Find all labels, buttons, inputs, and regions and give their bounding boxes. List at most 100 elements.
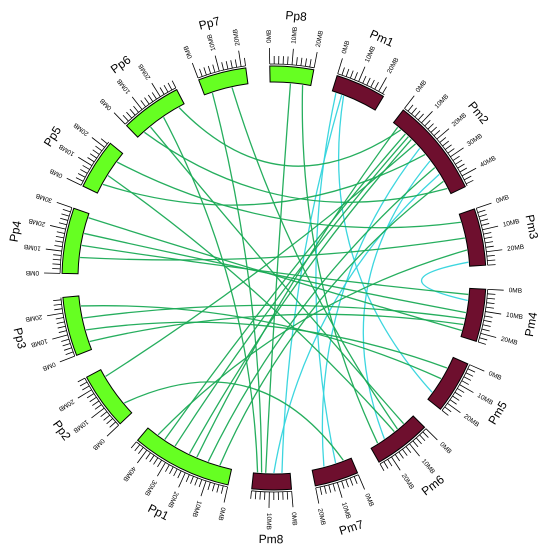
- tick-mark: [58, 330, 67, 333]
- tick-mark: [391, 456, 401, 471]
- tick-label: 20MB: [315, 30, 325, 48]
- chromosome-pm8: [251, 472, 293, 491]
- tick-mark: [481, 223, 490, 226]
- tick-mark: [461, 167, 477, 177]
- tick-mark: [485, 245, 494, 248]
- tick-mark: [250, 490, 252, 499]
- chromosome-label-pp2: Pp2: [50, 418, 74, 444]
- tick-mark: [126, 111, 133, 119]
- tick-mark: [190, 476, 194, 484]
- chromosome-label-pp6: Pp6: [108, 52, 134, 76]
- tick-mark: [457, 388, 465, 393]
- tick-mark: [315, 487, 320, 504]
- tick-mark: [214, 55, 220, 72]
- synteny-link: [89, 313, 464, 343]
- tick-mark: [61, 213, 70, 217]
- tick-mark: [291, 48, 294, 65]
- tick-mark: [300, 57, 303, 66]
- chromosome-pp6: [125, 88, 185, 138]
- tick-axis-pp4: [59, 207, 73, 274]
- tick-label: 20MB: [400, 473, 415, 491]
- tick-mark: [430, 126, 438, 133]
- tick-axis-pp1: [136, 441, 228, 488]
- tick-mark: [459, 167, 468, 173]
- synteny-link: [80, 237, 465, 261]
- tick-mark: [485, 241, 494, 244]
- tick-mark: [185, 474, 190, 483]
- tick-axis-pp2: [84, 377, 119, 426]
- tick-mark: [54, 308, 63, 311]
- tick-mark: [422, 431, 429, 438]
- tick-mark: [59, 355, 75, 363]
- tick-mark: [138, 447, 144, 455]
- tick-mark: [198, 479, 203, 488]
- tick-label: 30MB: [143, 479, 158, 497]
- tick-mark: [58, 222, 67, 226]
- tick-label: 0MB: [26, 269, 40, 276]
- tick-mark: [100, 411, 108, 418]
- tick-label: 10MB: [340, 501, 352, 519]
- tick-label: 20MB: [25, 313, 43, 323]
- tick-mark: [53, 303, 62, 306]
- tick-mark: [89, 396, 97, 403]
- tick-mark: [405, 446, 412, 454]
- tick-mark: [455, 159, 463, 165]
- tick-mark: [254, 491, 257, 500]
- synteny-links: [80, 83, 469, 474]
- tick-mark: [113, 112, 126, 125]
- tick-mark: [122, 114, 129, 122]
- tick-mark: [77, 173, 86, 178]
- chromosome-label-pm2: Pm2: [465, 99, 492, 127]
- tick-mark: [61, 338, 70, 342]
- chromosome-pm3: [458, 208, 487, 267]
- synteny-link: [116, 161, 461, 229]
- tick-mark: [433, 130, 441, 137]
- tick-mark: [439, 137, 447, 143]
- tick-mark: [296, 57, 298, 66]
- tick-mark: [461, 380, 469, 385]
- tick-mark: [332, 483, 336, 492]
- tick-axis-pm6: [379, 428, 427, 465]
- synteny-link: [102, 154, 426, 206]
- tick-mark: [225, 61, 229, 70]
- tick-label: 10MB: [206, 33, 217, 51]
- synteny-link: [281, 94, 343, 473]
- synteny-link: [143, 131, 448, 203]
- tick-label: 20MB: [232, 28, 242, 46]
- tick-mark: [427, 123, 434, 130]
- chromosome-pp5: [82, 142, 124, 194]
- tick-mark: [133, 105, 139, 113]
- tick-mark: [465, 372, 474, 377]
- tick-mark: [100, 138, 108, 145]
- tick-axis-pm5: [441, 364, 471, 411]
- tick-mark: [357, 474, 365, 490]
- tick-label: 20MB: [451, 112, 468, 128]
- tick-mark: [370, 79, 375, 88]
- tick-mark: [194, 477, 199, 486]
- tick-axis-pm7: [315, 474, 359, 489]
- tick-mark: [362, 75, 367, 84]
- tick-label: 20MB: [386, 57, 400, 75]
- tick-mark: [134, 444, 141, 452]
- tick-mark: [153, 457, 159, 465]
- tick-mark: [480, 218, 489, 222]
- synteny-link: [157, 249, 468, 436]
- tick-mark: [463, 175, 472, 181]
- tick-mark: [55, 240, 64, 243]
- tick-label: 0MB: [216, 507, 226, 522]
- chromosome-pm5: [427, 356, 469, 410]
- tick-mark: [291, 491, 294, 508]
- tick-mark: [487, 297, 496, 300]
- tick-label: 0MB: [91, 437, 106, 451]
- tick-label: 0MB: [508, 287, 522, 295]
- tick-mark: [349, 477, 354, 486]
- tick-mark: [220, 485, 224, 494]
- tick-mark: [149, 455, 155, 463]
- tick-mark: [212, 64, 216, 73]
- tick-label: 20MB: [57, 398, 75, 413]
- tick-mark: [447, 148, 455, 154]
- tick-mark: [56, 202, 73, 209]
- tick-mark: [478, 341, 486, 345]
- tick-mark: [485, 311, 502, 315]
- chromosome-label-pm7: Pm7: [337, 517, 365, 538]
